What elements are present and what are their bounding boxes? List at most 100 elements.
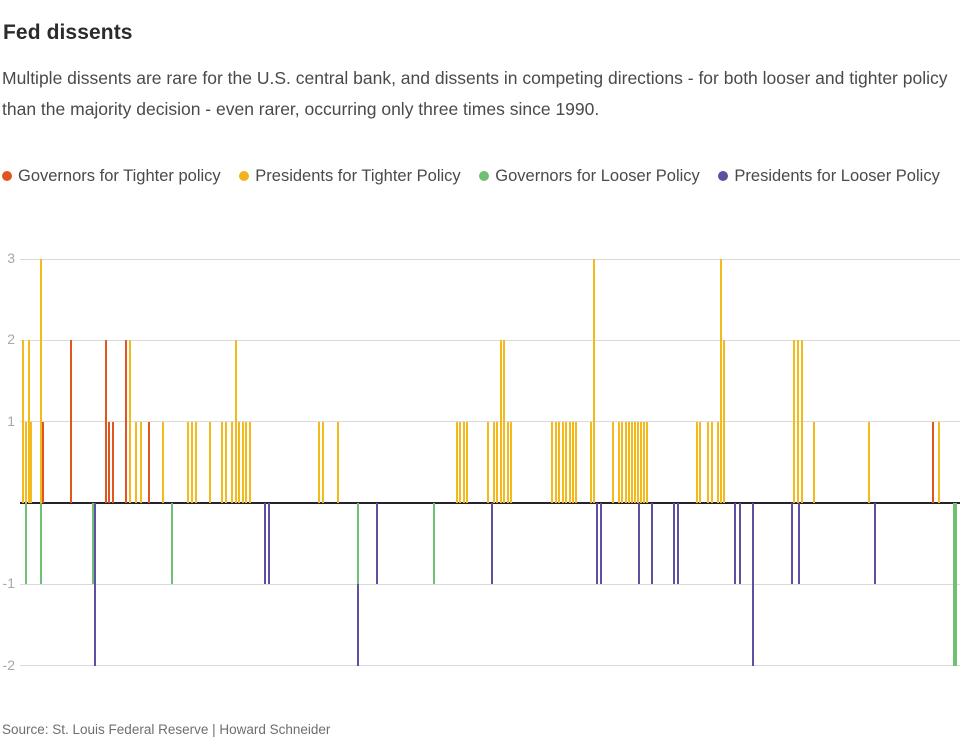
bar-pt (462, 421, 466, 503)
legend-item-presidents-looser: Presidents for Looser Policy (718, 167, 940, 185)
bar-pt (568, 421, 572, 503)
bar-pt (244, 421, 248, 503)
bar-pt (128, 340, 132, 503)
bar-pt (564, 421, 568, 503)
bar-pt (161, 421, 165, 503)
y-tick-label: 3 (7, 250, 15, 267)
bar-gl (170, 503, 174, 585)
bar-pt (220, 421, 224, 503)
bar-gl (24, 503, 28, 585)
y-tick-label: -2 (2, 656, 15, 673)
legend-dot-presidents-looser-icon (718, 171, 729, 181)
bar-pt (499, 340, 503, 503)
bar-pl (738, 503, 742, 585)
gridline (20, 421, 960, 423)
bar-pt (509, 421, 513, 503)
bar-gt (41, 421, 45, 503)
bar-pt (554, 421, 558, 503)
chart-subtitle: Multiple dissents are rare for the U.S. … (2, 67, 948, 119)
bar-pt (574, 421, 578, 503)
bar-gl (953, 503, 957, 666)
legend-item-governors-tighter: Governors for Tighter policy (2, 167, 221, 185)
bar-pl (790, 503, 794, 585)
bar-pl (873, 503, 877, 585)
bar-gl (356, 503, 360, 585)
bar-pt (190, 421, 194, 503)
bar-pt (208, 421, 212, 503)
bar-gt (69, 340, 73, 503)
bar-gt (111, 421, 115, 503)
y-tick-label: 2 (7, 331, 15, 348)
bar-pt (642, 421, 646, 503)
legend-label: Governors for Looser Policy (495, 167, 700, 185)
bar-pt (719, 259, 723, 503)
source-line: Source: St. Louis Federal Reserve | Howa… (2, 721, 331, 737)
bar-pt (237, 421, 241, 503)
bar-pl (672, 503, 676, 585)
bar-pl (375, 503, 379, 585)
bar-pt (937, 421, 941, 503)
bar-pt (645, 421, 649, 503)
bar-pt (611, 421, 615, 503)
bar-pt (495, 421, 499, 503)
bar-pt (317, 421, 321, 503)
gridline (20, 665, 960, 667)
bar-pt (248, 421, 252, 503)
bar-pt (710, 421, 714, 503)
bar-pt (722, 340, 726, 503)
bar-pt (557, 421, 561, 503)
bar-pt (627, 421, 631, 503)
bar-pt (589, 421, 593, 503)
bar-pl (263, 503, 267, 585)
bar-pt (867, 421, 871, 503)
bar-gt (104, 340, 108, 503)
legend-item-governors-looser: Governors for Looser Policy (479, 167, 700, 185)
bar-pt (706, 421, 710, 503)
legend: Governors for Tighter policy Presidents … (2, 158, 954, 195)
chart-plot-area: 3 2 1 -1 -2 (0, 240, 960, 690)
bar-pt (592, 259, 596, 503)
y-tick-label: -1 (2, 575, 15, 592)
bar-pt (624, 421, 628, 503)
bar-pt (698, 421, 702, 503)
bar-pt (455, 421, 459, 503)
bar-pt (241, 421, 245, 503)
bar-pt (21, 340, 25, 503)
bar-pl (595, 503, 599, 585)
bar-gl (432, 503, 436, 585)
y-tick-label: 1 (7, 412, 15, 429)
bar-pt (502, 340, 506, 503)
bar-gt (107, 421, 111, 503)
legend-label: Presidents for Looser Policy (734, 167, 940, 185)
bar-pl (599, 503, 603, 585)
bar-gt (147, 421, 151, 503)
bar-pt (571, 421, 575, 503)
bar-pl (356, 584, 360, 666)
legend-label: Governors for Tighter policy (18, 167, 221, 185)
bar-pl (733, 503, 737, 585)
bar-pt (336, 421, 340, 503)
gridline (20, 339, 960, 341)
bar-pt (39, 259, 43, 503)
bar-pt (194, 421, 198, 503)
gridline (20, 258, 960, 260)
bar-pl (676, 503, 680, 585)
bar-pt (716, 421, 720, 503)
bar-pt (24, 421, 28, 503)
bar-pl (490, 503, 494, 585)
bar-pt (617, 421, 621, 503)
bar-pt (561, 421, 565, 503)
bar-pt (620, 421, 624, 503)
bar-pl (751, 503, 755, 666)
legend-dot-presidents-tighter-icon (239, 171, 250, 181)
legend-item-presidents-tighter: Presidents for Tighter Policy (239, 167, 461, 185)
bar-pt (695, 421, 699, 503)
bar-pt (792, 340, 796, 503)
bar-pt (458, 421, 462, 503)
bar-pt (139, 421, 143, 503)
x-axis-line (20, 502, 960, 504)
bar-gl (39, 503, 43, 585)
bar-pt (506, 421, 510, 503)
bar-pt (224, 421, 228, 503)
